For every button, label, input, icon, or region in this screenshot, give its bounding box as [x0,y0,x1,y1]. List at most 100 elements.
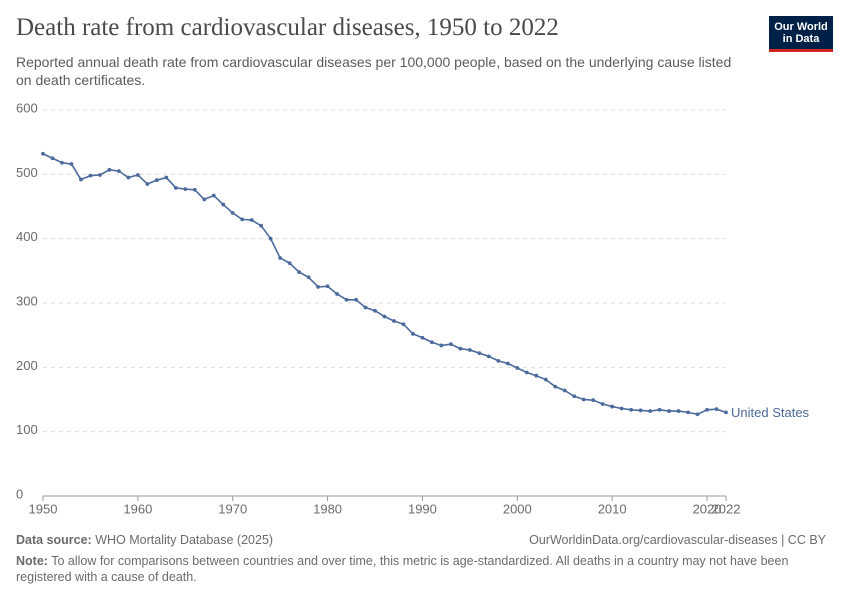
point [145,182,150,186]
x-tick-label: 2022 [712,501,741,516]
point [202,197,207,202]
line [42,153,727,416]
point [79,177,83,182]
point [686,410,690,415]
point [430,340,434,345]
point [505,361,510,366]
x-tick-label: 1960 [123,501,152,516]
note-text: To allow for comparisons between countri… [16,554,789,584]
point [411,331,415,336]
point [135,173,140,177]
y-tick-label: 400 [16,229,38,244]
point [619,406,624,411]
x-tick-label: 2000 [503,501,532,516]
point [638,408,643,413]
y-tick-label: 100 [16,422,38,437]
point [278,256,283,260]
point [496,359,501,363]
x-tick-label: 1990 [408,501,437,516]
point [420,335,425,340]
point [392,319,396,323]
point [69,162,74,166]
point [221,202,226,207]
point [676,409,681,413]
note-label: Note: [16,554,48,568]
point [249,218,254,222]
point [154,178,159,183]
point [524,370,529,375]
source-text: WHO Mortality Database (2025) [95,533,274,547]
point [714,407,719,412]
x-tick-label: 1980 [313,501,342,516]
point [192,187,197,192]
url[interactable]: OurWorldinData.org/cardiovascular-diseas… [529,533,826,547]
point [354,297,358,302]
point [543,377,548,382]
point [41,151,45,156]
x-tick-label: 2020 [693,501,722,516]
point [335,292,339,296]
point [287,261,292,266]
point [230,211,235,215]
y-tick-label: 200 [16,358,38,373]
point [382,314,387,319]
point [240,217,245,222]
point [344,297,349,302]
point [667,409,671,413]
point [88,173,93,178]
chart: 0 100 200 300 400 500 600 1950 1960 1970 1980 1990 2… [16,100,810,516]
point [363,305,368,310]
chart-subtitle: Reported annual death rate from cardiova… [16,54,732,88]
note: Note: To allow for comparisons between c… [16,553,816,585]
point [534,373,539,378]
point [477,351,482,356]
point [449,342,453,347]
point [316,285,320,289]
point [107,167,112,172]
point [325,284,330,289]
point [439,343,444,348]
point [581,397,586,402]
point [648,409,653,413]
point [164,175,169,180]
point [116,169,121,174]
point [515,366,520,370]
x-tick-label: 1950 [29,501,58,516]
point [50,156,55,161]
point [705,407,709,412]
point [695,412,700,417]
point [629,407,634,412]
point [562,388,567,393]
point [553,384,558,389]
point [98,173,102,177]
logo-line: Our World [774,21,828,33]
point [268,236,273,241]
point [458,346,463,351]
point [572,394,577,399]
point [600,402,605,406]
y-tick-label: 600 [16,100,38,115]
series-label: United States [731,405,810,420]
logo[interactable]: Our World in Data [769,16,833,52]
x-tick-label: 2010 [598,501,627,516]
point [259,223,264,228]
point [610,404,615,409]
point [183,187,188,192]
logo-line: in Data [782,33,820,45]
y-tick-label: 0 [16,486,23,501]
point [724,410,728,415]
y-tick-label: 300 [16,293,38,308]
point [401,322,406,327]
point [373,308,377,313]
source-label: Data source: [16,533,92,547]
point [60,160,64,165]
point [486,354,491,359]
point [657,407,662,412]
point [297,270,302,275]
x-tick-label: 1970 [218,501,247,516]
point [306,275,311,280]
point [211,193,216,198]
y-tick-label: 500 [16,165,38,180]
point [126,175,131,180]
